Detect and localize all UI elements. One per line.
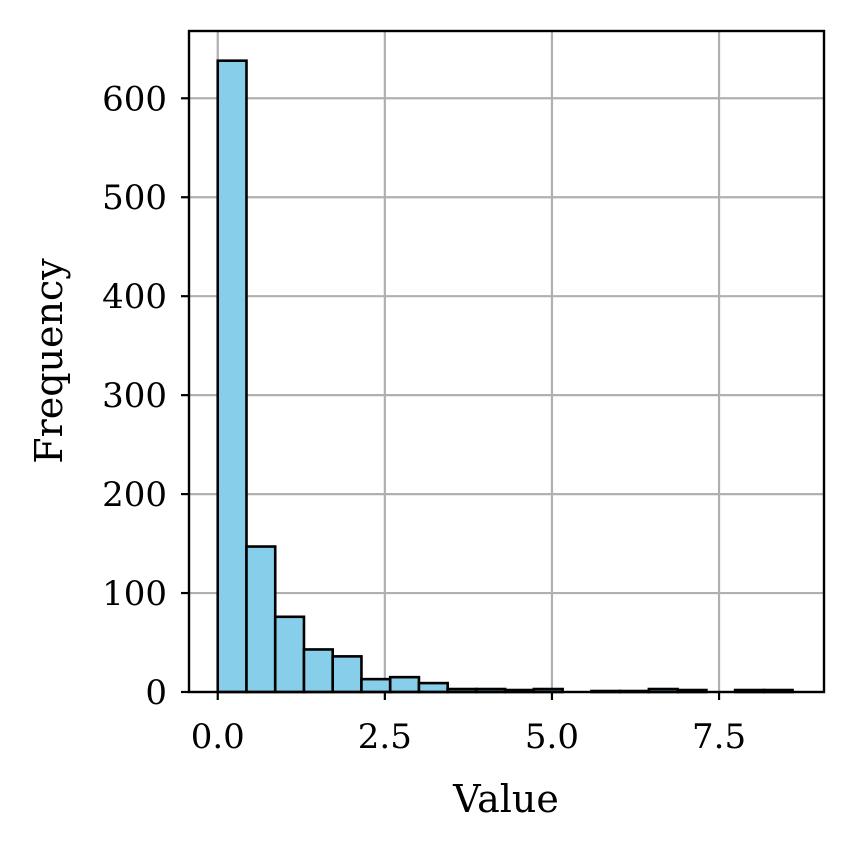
y-tick-label: 300 <box>102 376 167 416</box>
x-axis-label: Value <box>452 777 559 821</box>
grid-lines <box>189 31 824 694</box>
x-tick-label: 0.0 <box>191 717 245 757</box>
y-tick-label: 500 <box>102 178 167 218</box>
histogram-bar <box>245 545 277 694</box>
histogram-bar <box>388 675 421 694</box>
y-tick-label: 400 <box>102 277 167 317</box>
y-tick-label: 100 <box>102 574 167 614</box>
y-tick-label: 200 <box>102 475 167 515</box>
histogram-bars <box>216 59 794 694</box>
y-axis-label: Frequency <box>27 258 71 464</box>
histogram-bar <box>417 681 449 694</box>
plot-area-frame <box>187 29 826 694</box>
histogram-bar <box>302 648 335 694</box>
y-tick-label: 600 <box>102 79 167 119</box>
axis-ticks: 0.0 2.5 5.0 7.5 0 100 200 300 400 500 600 <box>102 79 746 757</box>
x-tick-label: 7.5 <box>692 717 746 757</box>
histogram-bar <box>360 677 392 694</box>
x-tick-label: 5.0 <box>525 717 579 757</box>
histogram-bar <box>331 655 363 694</box>
histogram-bar <box>273 615 306 694</box>
histogram-bar <box>216 59 248 694</box>
x-tick-label: 2.5 <box>358 717 412 757</box>
y-tick-label: 0 <box>145 673 167 713</box>
